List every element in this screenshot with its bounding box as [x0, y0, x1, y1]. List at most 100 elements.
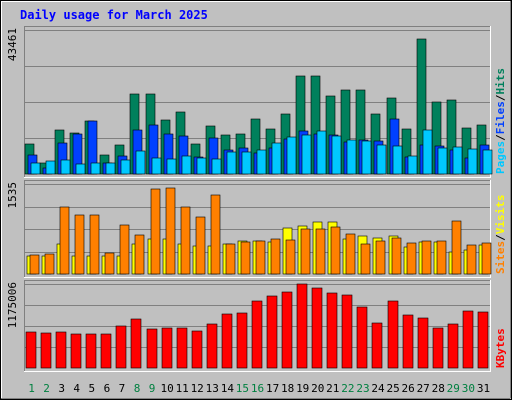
bar-sites-day-2 — [44, 253, 55, 275]
bar-sites-day-29 — [451, 220, 462, 275]
bar-pages-day-5 — [90, 162, 101, 175]
bar-pages-day-11 — [181, 155, 192, 175]
bar-sites-day-14 — [225, 243, 236, 275]
bar-pages-day-1 — [30, 162, 41, 175]
bar-kbytes-day-5 — [85, 333, 97, 369]
x-tick-label-15: 15 — [236, 382, 249, 395]
bar-pages-day-20 — [316, 130, 327, 175]
bar-pages-day-13 — [211, 158, 222, 175]
legend-files: Files — [494, 101, 507, 134]
x-tick-label-31: 31 — [477, 382, 490, 395]
bar-kbytes-day-19 — [296, 283, 308, 369]
bar-sites-day-30 — [466, 244, 477, 275]
bar-sites-day-16 — [255, 240, 266, 275]
x-tick-label-13: 13 — [206, 382, 219, 395]
bar-kbytes-day-18 — [281, 291, 293, 369]
bar-kbytes-day-23 — [356, 306, 368, 369]
panels-group: 43461Pages/Files/Hits1535Sites/Visits117… — [6, 26, 507, 395]
bar-pages-day-12 — [196, 157, 207, 175]
x-tick-label-9: 9 — [149, 382, 156, 395]
bar-pages-day-14 — [226, 151, 237, 175]
bar-pages-day-28 — [437, 147, 448, 175]
bar-pages-day-16 — [256, 149, 267, 175]
bar-pages-day-31 — [482, 149, 493, 175]
bar-sites-day-15 — [240, 241, 251, 275]
bar-kbytes-day-29 — [447, 323, 459, 369]
bar-kbytes-day-22 — [341, 294, 353, 369]
x-tick-label-14: 14 — [221, 382, 235, 395]
legend-kbytes: KBytes — [494, 328, 507, 368]
bar-pages-day-19 — [301, 134, 312, 175]
bar-kbytes-day-24 — [371, 322, 383, 369]
bar-sites-day-7 — [119, 224, 130, 275]
bar-kbytes-day-3 — [55, 331, 67, 369]
panel-visitors-ymax-label: 1535 — [6, 182, 19, 209]
bar-pages-day-4 — [75, 163, 86, 175]
x-tick-label-6: 6 — [104, 382, 111, 395]
x-tick-label-27: 27 — [417, 382, 430, 395]
x-tick-label-4: 4 — [73, 382, 80, 395]
x-tick-label-24: 24 — [371, 382, 385, 395]
bar-kbytes-day-12 — [191, 330, 203, 369]
bar-sites-day-6 — [104, 252, 115, 275]
panel-traffic: 1175006 KBytes — [6, 280, 507, 372]
x-tick-label-5: 5 — [88, 382, 95, 395]
x-tick-label-30: 30 — [462, 382, 475, 395]
bar-sites-day-22 — [345, 233, 356, 275]
bar-kbytes-day-11 — [176, 327, 188, 369]
bar-sites-day-21 — [330, 226, 341, 275]
bar-kbytes-day-27 — [417, 317, 429, 369]
bar-kbytes-day-20 — [311, 287, 323, 369]
bar-kbytes-day-25 — [387, 300, 399, 369]
bar-sites-day-8 — [134, 234, 145, 275]
bar-sites-day-5 — [89, 214, 100, 275]
bar-sites-day-26 — [406, 242, 417, 275]
panel-visitors-legend: Sites/Visits — [494, 195, 507, 275]
bar-sites-day-17 — [270, 238, 281, 275]
bar-kbytes-day-6 — [100, 333, 112, 369]
bar-kbytes-day-7 — [115, 325, 127, 369]
bar-kbytes-day-16 — [251, 300, 263, 369]
bar-sites-day-12 — [195, 216, 206, 275]
legend-separator: / — [494, 134, 507, 141]
bar-pages-day-30 — [467, 148, 478, 175]
bar-kbytes-day-17 — [266, 295, 278, 369]
legend-sites: Sites — [494, 241, 507, 274]
bar-sites-day-23 — [360, 243, 371, 275]
bar-pages-day-26 — [407, 155, 418, 175]
bar-sites-day-10 — [165, 187, 176, 275]
x-tick-label-2: 2 — [43, 382, 50, 395]
panel-traffic-ymax-label: 1175006 — [6, 282, 19, 328]
chart-title: Daily usage for March 2025 — [20, 8, 208, 22]
legend-pages: Pages — [494, 141, 507, 174]
bar-kbytes-day-1 — [25, 331, 37, 369]
bar-pages-day-9 — [151, 157, 162, 175]
x-tick-label-8: 8 — [134, 382, 141, 395]
bar-kbytes-day-30 — [462, 310, 474, 369]
bar-pages-day-22 — [346, 139, 357, 175]
bar-pages-day-6 — [105, 162, 116, 175]
bar-kbytes-day-21 — [326, 292, 338, 369]
x-tick-label-11: 11 — [176, 382, 189, 395]
bar-sites-day-4 — [74, 214, 85, 275]
bar-sites-day-24 — [375, 240, 386, 275]
legend-hits: Hits — [494, 68, 507, 95]
bar-kbytes-day-28 — [432, 327, 444, 369]
bar-sites-day-27 — [421, 240, 432, 275]
bar-pages-day-21 — [331, 135, 342, 175]
panel-requests-legend: Pages/Files/Hits — [494, 68, 507, 174]
bar-pages-day-10 — [166, 158, 177, 175]
x-tick-label-17: 17 — [266, 382, 279, 395]
bar-kbytes-day-2 — [40, 332, 52, 369]
x-tick-label-18: 18 — [281, 382, 294, 395]
x-tick-label-7: 7 — [119, 382, 126, 395]
bar-pages-day-8 — [135, 150, 146, 175]
bar-pages-day-17 — [271, 142, 282, 175]
bar-kbytes-day-8 — [130, 318, 142, 369]
bar-pages-day-15 — [241, 151, 252, 175]
panel-visitors: 1535 Sites/Visits — [6, 180, 507, 278]
panel-requests-ymax-label: 43461 — [6, 28, 19, 61]
bar-pages-day-18 — [286, 136, 297, 175]
